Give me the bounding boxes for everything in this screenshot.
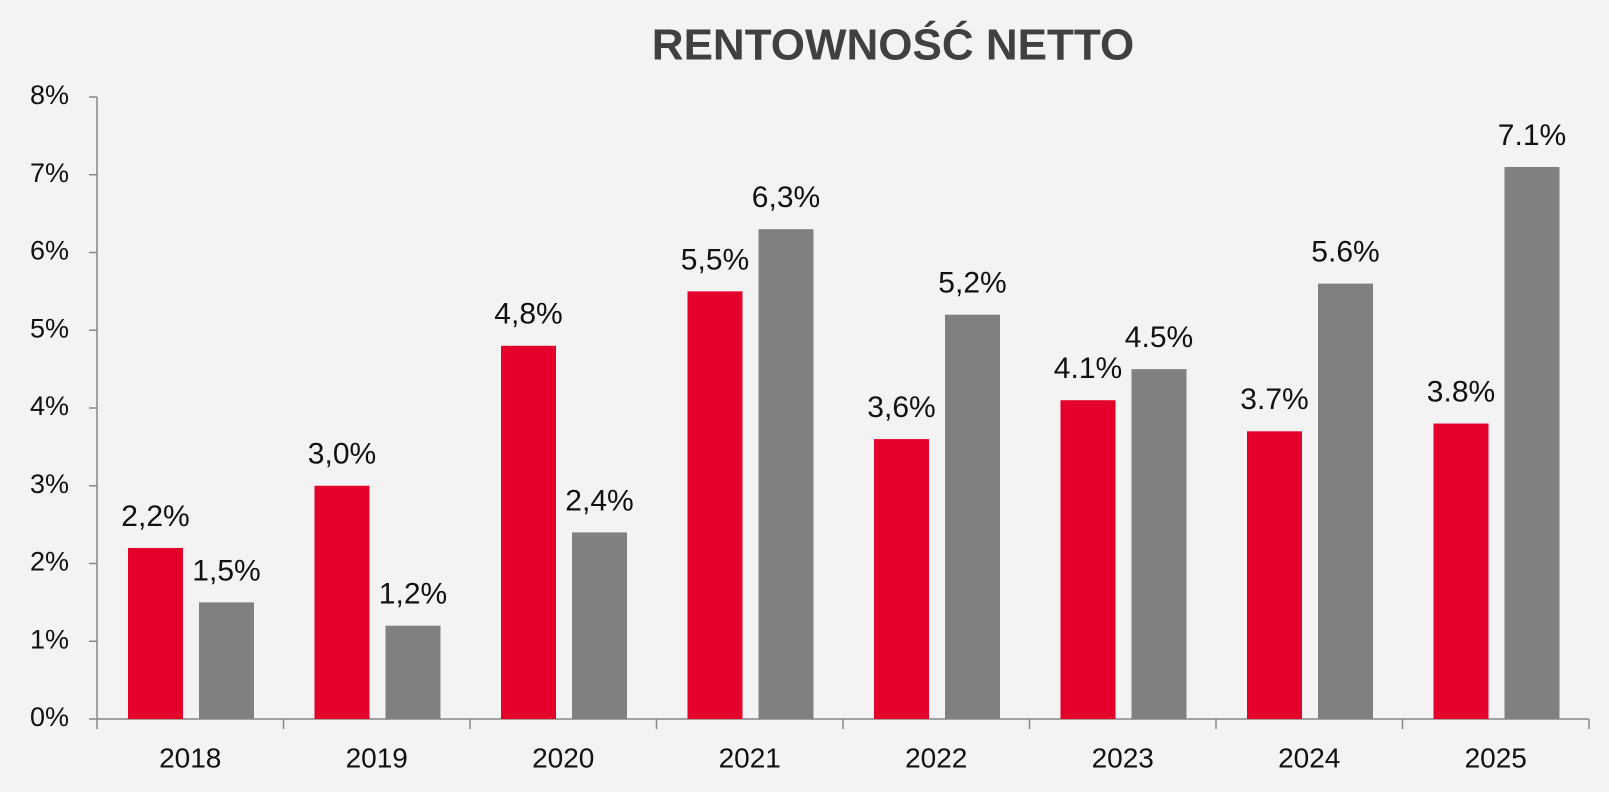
y-tick-label: 5%	[30, 313, 69, 343]
bar	[687, 291, 743, 719]
value-label: 3.7%	[1240, 383, 1308, 416]
value-label: 4.1%	[1054, 352, 1122, 385]
value-label: 5,2%	[938, 267, 1006, 300]
y-tick-label: 4%	[30, 391, 69, 421]
bar	[945, 314, 1000, 719]
bar	[1247, 431, 1302, 719]
value-label: 1,2%	[379, 578, 447, 611]
x-tick-label: 2024	[1278, 742, 1340, 773]
x-tick-label: 2020	[532, 742, 594, 773]
x-tick-label: 2019	[346, 742, 408, 773]
value-label: 5.6%	[1311, 236, 1379, 269]
bar	[314, 485, 370, 719]
bar	[572, 532, 627, 719]
bar	[874, 439, 929, 719]
y-tick-label: 7%	[30, 158, 69, 188]
bar	[199, 602, 254, 719]
bar	[501, 345, 556, 719]
value-label: 3.8%	[1427, 375, 1495, 408]
bar	[1504, 166, 1560, 720]
y-tick-label: 6%	[30, 236, 69, 266]
value-label: 1,5%	[192, 554, 260, 587]
x-tick-label: 2025	[1465, 742, 1527, 773]
bar	[1433, 423, 1489, 719]
y-tick-label: 1%	[30, 624, 69, 654]
y-tick-label: 2%	[30, 547, 69, 577]
y-tick-label: 3%	[30, 469, 69, 499]
y-tick-label: 8%	[30, 80, 69, 110]
value-label: 5,5%	[681, 243, 749, 276]
x-tick-label: 2023	[1092, 742, 1154, 773]
bar	[128, 547, 183, 719]
value-label: 4.5%	[1125, 321, 1193, 354]
value-label: 6,3%	[752, 181, 820, 214]
y-tick-label: 0%	[30, 702, 69, 732]
value-label: 4,8%	[494, 298, 562, 331]
bar	[1318, 283, 1373, 719]
bar	[1060, 400, 1116, 719]
value-label: 3,6%	[867, 391, 935, 424]
x-tick-label: 2021	[719, 742, 781, 773]
value-label: 2,2%	[121, 500, 189, 533]
value-label: 3,0%	[308, 438, 376, 471]
value-label: 7.1%	[1498, 119, 1566, 152]
x-tick-label: 2022	[905, 742, 967, 773]
bar	[1131, 369, 1187, 719]
value-label: 2,4%	[565, 484, 633, 517]
bar	[385, 625, 441, 719]
x-tick-label: 2018	[159, 742, 221, 773]
chart-title: RENTOWNOŚĆ NETTO	[652, 20, 1134, 70]
bar	[758, 229, 814, 720]
